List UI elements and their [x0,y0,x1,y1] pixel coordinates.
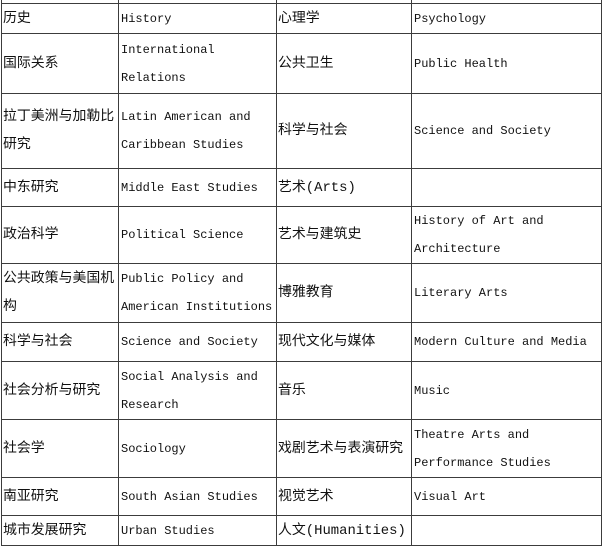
subject-cell-chinese: 博雅教育 [276,263,412,323]
subject-cell-chinese: 艺术(Arts) [276,168,412,207]
subject-cell-chinese: 视觉艺术 [276,477,412,516]
subject-cell-chinese: 社会学 [1,419,119,478]
subject-cell-chinese: 科学与社会 [1,322,119,362]
subject-cell-chinese: 中东研究 [1,168,119,207]
subject-cell-english [411,168,602,207]
subject-cell-english: South Asian Studies [118,477,277,516]
table-row: 政治科学 Political Science 艺术与建筑史 History of Ar… [1,206,602,264]
subject-cell-english: Theatre Arts and Performance Studies [411,419,602,478]
subject-cell-english: Visual Art [411,477,602,516]
table-row: 南亚研究 South Asian Studies 视觉艺术 Visual Art [1,477,602,516]
subject-cell-english: Music [411,361,602,420]
table-row: 国际关系 International Relations 公共卫生 Public He… [1,33,602,94]
subject-cell-english: Political Science [118,206,277,264]
table-row: 社会学 Sociology 戏剧艺术与表演研究 Theatre Arts and Pe… [1,419,602,478]
subject-cell-english: History of Art and Architecture [411,206,602,264]
subject-cell-chinese: 社会分析与研究 [1,361,119,420]
subject-cell-english: Middle East Studies [118,168,277,207]
subject-cell-chinese: 现代文化与媒体 [276,322,412,362]
table-row: 社会分析与研究 Social Analysis and Research 音乐 Mus… [1,361,602,420]
subject-cell-english: Science and Society [118,322,277,362]
subject-cell-chinese: 南亚研究 [1,477,119,516]
table-row: 城市发展研究 Urban Studies 人文(Humanities) [1,515,602,546]
subject-cell-chinese: 拉丁美洲与加勒比研究 [1,93,119,169]
subject-cell-chinese: 公共政策与美国机构 [1,263,119,323]
subject-cell-english: Public Policy and American Institutions [118,263,277,323]
subject-cell-chinese: 公共卫生 [276,33,412,94]
subject-cell-english: Social Analysis and Research [118,361,277,420]
subject-cell-english: Latin American and Caribbean Studies [118,93,277,169]
subject-cell-english: Public Health [411,33,602,94]
subject-cell-chinese: 历史 [1,3,119,34]
table-row: 历史 History 心理学 Psychology [1,3,602,34]
subject-cell-english: Psychology [411,3,602,34]
subject-cell-chinese: 心理学 [276,3,412,34]
subject-cell-chinese: 城市发展研究 [1,515,119,546]
subject-cell-english: Literary Arts [411,263,602,323]
subject-cell-chinese: 人文(Humanities) [276,515,412,546]
subject-cell-chinese: 戏剧艺术与表演研究 [276,419,412,478]
subject-cell-chinese: 科学与社会 [276,93,412,169]
subject-cell-chinese: 国际关系 [1,33,119,94]
subject-cell-english: International Relations [118,33,277,94]
table-row: 科学与社会 Science and Society 现代文化与媒体 Modern Cu… [1,322,602,362]
subject-cell-english: Modern Culture and Media [411,322,602,362]
subject-cell-english: Science and Society [411,93,602,169]
subject-cell-english: Urban Studies [118,515,277,546]
table-row: 拉丁美洲与加勒比研究 Latin American and Caribbean S… [1,93,602,169]
table-row: 中东研究 Middle East Studies 艺术(Arts) [1,168,602,207]
subject-cell-chinese: 艺术与建筑史 [276,206,412,264]
table-row: 公共政策与美国机构 Public Policy and American Inst… [1,263,602,323]
subject-cell-chinese: 音乐 [276,361,412,420]
subject-cell-english [411,515,602,546]
subject-cell-english: History [118,3,277,34]
subject-cell-english: Sociology [118,419,277,478]
subject-cell-chinese: 政治科学 [1,206,119,264]
